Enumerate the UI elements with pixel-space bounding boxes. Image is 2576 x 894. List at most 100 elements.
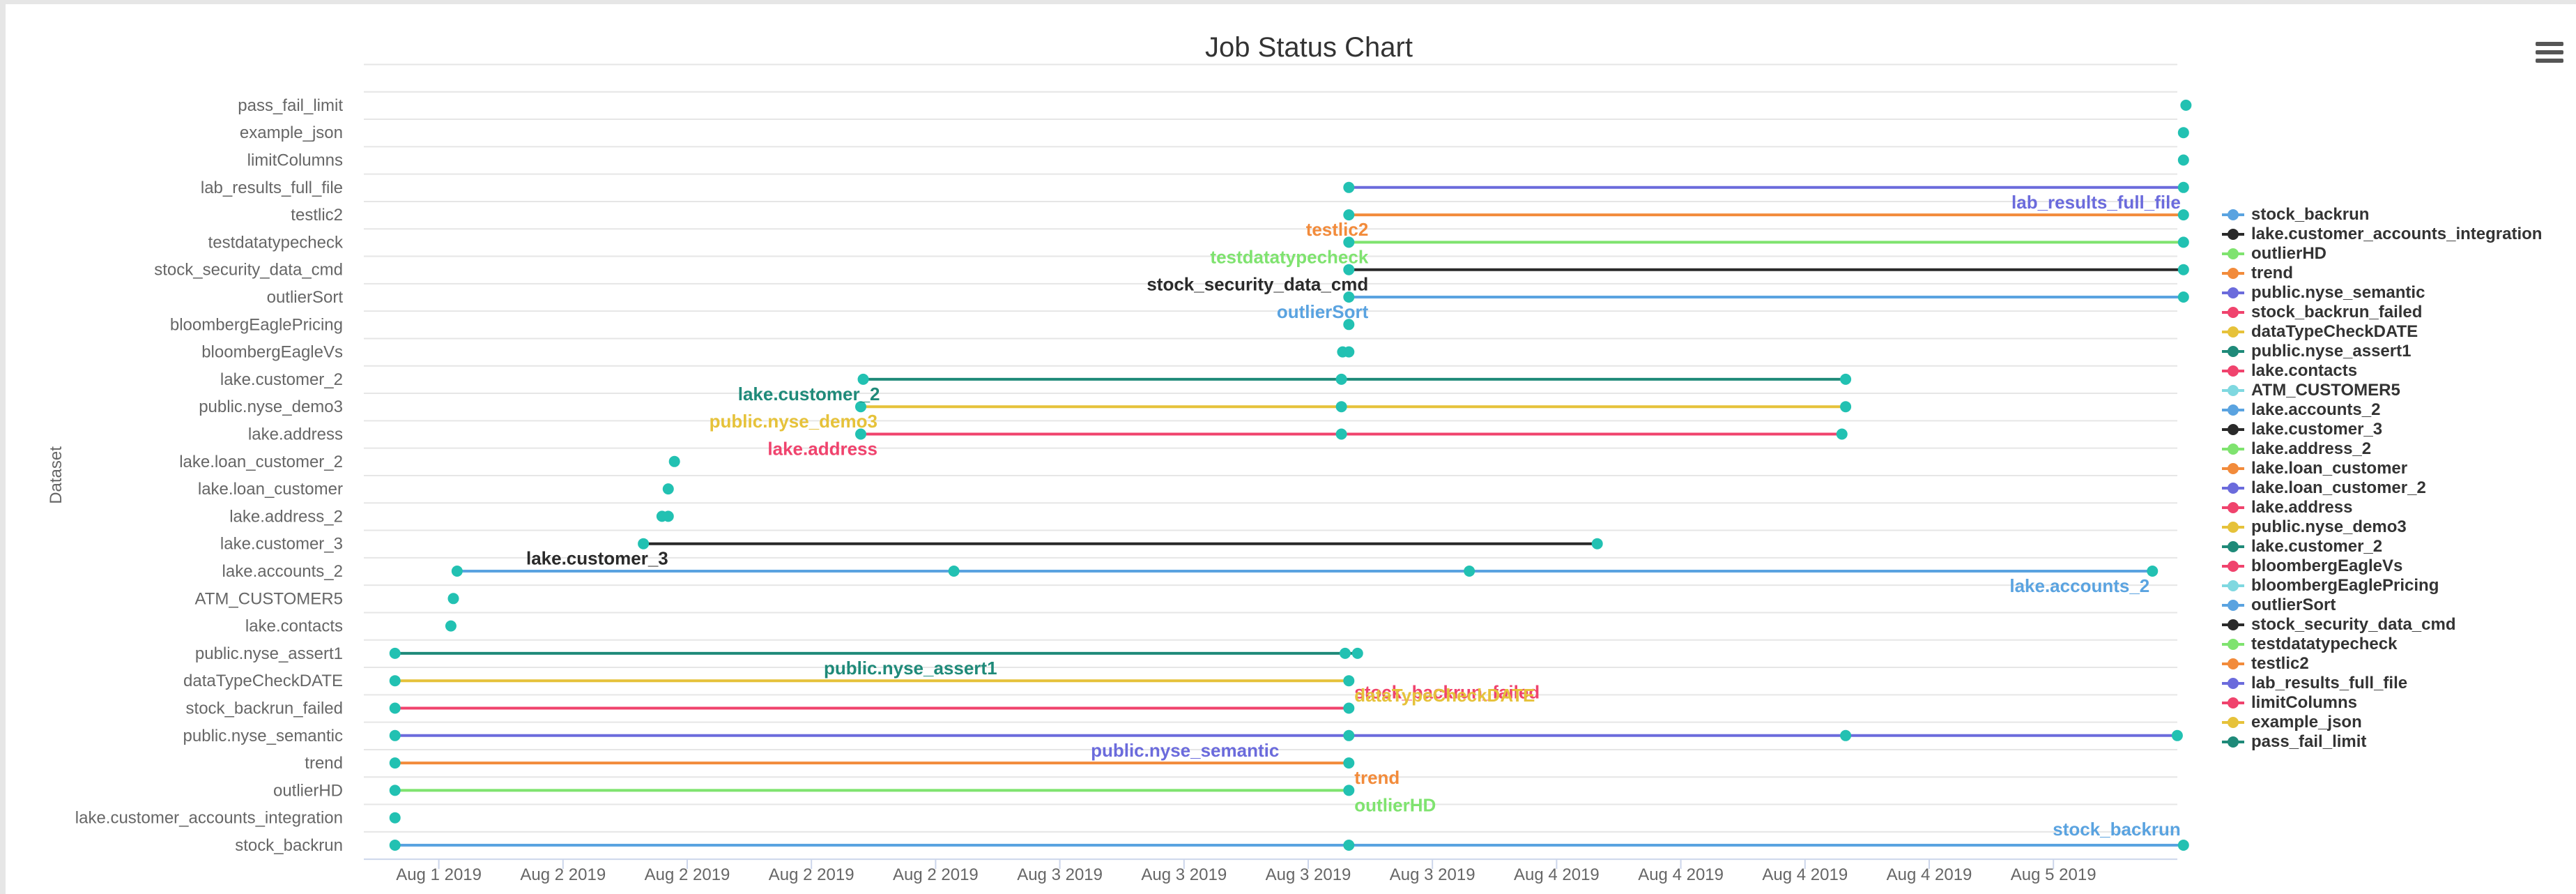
- data-point[interactable]: [662, 483, 674, 495]
- data-point[interactable]: [2180, 99, 2192, 111]
- data-point[interactable]: [1343, 236, 1355, 248]
- data-point[interactable]: [1343, 181, 1355, 193]
- hamburger-menu-icon[interactable]: [2536, 42, 2563, 70]
- legend-swatch-dot: [2228, 424, 2239, 435]
- data-point[interactable]: [668, 455, 680, 467]
- legend-item[interactable]: public.nyse_demo3: [2222, 517, 2542, 537]
- data-point[interactable]: [2177, 840, 2189, 851]
- legend-swatch: [2222, 404, 2244, 416]
- data-point[interactable]: [1840, 401, 1852, 413]
- legend-item[interactable]: limitColumns: [2222, 693, 2542, 713]
- data-point[interactable]: [1351, 647, 1363, 659]
- data-point[interactable]: [445, 620, 457, 632]
- data-point[interactable]: [2177, 127, 2189, 139]
- data-point[interactable]: [1840, 373, 1852, 385]
- data-point[interactable]: [389, 647, 401, 659]
- legend-label: lake.customer_2: [2251, 537, 2383, 556]
- legend-label: lake.address_2: [2251, 439, 2372, 458]
- data-point[interactable]: [389, 675, 401, 687]
- data-point[interactable]: [389, 729, 401, 741]
- legend-item[interactable]: pass_fail_limit: [2222, 732, 2542, 752]
- data-point[interactable]: [1343, 757, 1355, 769]
- data-point[interactable]: [2177, 236, 2189, 248]
- data-label: public.nyse_assert1: [824, 658, 997, 679]
- data-point[interactable]: [2177, 209, 2189, 221]
- data-point[interactable]: [389, 702, 401, 714]
- y-tick-label: bloombergEaglePricing: [170, 315, 343, 334]
- data-point[interactable]: [1343, 319, 1355, 331]
- legend-item[interactable]: outlierSort: [2222, 596, 2542, 615]
- data-point[interactable]: [1343, 840, 1355, 851]
- legend-item[interactable]: lake.customer_3: [2222, 420, 2542, 439]
- legend-item[interactable]: testdatatypecheck: [2222, 635, 2542, 654]
- legend-item[interactable]: public.nyse_assert1: [2222, 342, 2542, 361]
- data-point[interactable]: [1464, 566, 1475, 577]
- data-point[interactable]: [1840, 729, 1852, 741]
- data-point[interactable]: [2177, 154, 2189, 166]
- legend-item[interactable]: lake.accounts_2: [2222, 400, 2542, 420]
- data-point[interactable]: [854, 428, 866, 440]
- legend-swatch-dot: [2228, 463, 2239, 474]
- data-point[interactable]: [1343, 675, 1355, 687]
- legend-swatch-dot: [2228, 444, 2239, 455]
- data-point[interactable]: [2171, 729, 2183, 741]
- data-point[interactable]: [638, 538, 650, 550]
- data-point[interactable]: [1836, 428, 1848, 440]
- y-tick-label: testlic2: [291, 206, 343, 225]
- legend-item[interactable]: lake.address: [2222, 498, 2542, 517]
- data-point[interactable]: [1343, 785, 1355, 796]
- data-point[interactable]: [1339, 647, 1351, 659]
- legend-item[interactable]: outlierHD: [2222, 244, 2542, 264]
- legend-item[interactable]: stock_backrun: [2222, 205, 2542, 225]
- legend-item[interactable]: stock_security_data_cmd: [2222, 615, 2542, 635]
- data-point[interactable]: [1343, 291, 1355, 303]
- data-label: public.nyse_demo3: [710, 411, 877, 432]
- legend-label: trend: [2251, 264, 2293, 282]
- legend-swatch: [2222, 229, 2244, 240]
- legend-item[interactable]: lake.contacts: [2222, 361, 2542, 381]
- data-point[interactable]: [857, 373, 869, 385]
- legend-item[interactable]: bloombergEagleVs: [2222, 556, 2542, 576]
- data-point[interactable]: [1335, 373, 1347, 385]
- legend-item[interactable]: public.nyse_semantic: [2222, 283, 2542, 303]
- data-point[interactable]: [447, 593, 459, 605]
- y-tick-label: lake.accounts_2: [222, 562, 343, 581]
- data-point[interactable]: [1335, 428, 1347, 440]
- legend-swatch: [2222, 522, 2244, 533]
- legend-item[interactable]: lake.customer_accounts_integration: [2222, 225, 2542, 244]
- legend-item[interactable]: trend: [2222, 264, 2542, 283]
- legend-item[interactable]: testlic2: [2222, 654, 2542, 674]
- data-point[interactable]: [389, 812, 401, 824]
- data-point[interactable]: [2177, 264, 2189, 275]
- data-point[interactable]: [2147, 566, 2159, 577]
- legend-item[interactable]: lake.loan_customer_2: [2222, 478, 2542, 498]
- legend-swatch-dot: [2228, 658, 2239, 669]
- legend-item[interactable]: stock_backrun_failed: [2222, 303, 2542, 322]
- legend-item[interactable]: bloombergEaglePricing: [2222, 576, 2542, 596]
- legend-item[interactable]: lake.loan_customer: [2222, 459, 2542, 478]
- data-point[interactable]: [2177, 291, 2189, 303]
- data-point[interactable]: [389, 757, 401, 769]
- legend-item[interactable]: lab_results_full_file: [2222, 674, 2542, 693]
- data-point[interactable]: [1343, 702, 1355, 714]
- legend-item[interactable]: lake.address_2: [2222, 439, 2542, 459]
- data-point[interactable]: [1343, 346, 1355, 358]
- data-point[interactable]: [1335, 401, 1347, 413]
- legend-item[interactable]: lake.customer_2: [2222, 537, 2542, 556]
- data-point[interactable]: [1343, 729, 1355, 741]
- data-point[interactable]: [451, 566, 463, 577]
- data-point[interactable]: [1343, 264, 1355, 275]
- data-point[interactable]: [662, 510, 674, 522]
- data-point[interactable]: [389, 840, 401, 851]
- data-point[interactable]: [389, 785, 401, 796]
- legend-item[interactable]: ATM_CUSTOMER5: [2222, 381, 2542, 400]
- data-point[interactable]: [854, 401, 866, 413]
- data-point[interactable]: [1591, 538, 1603, 550]
- data-point[interactable]: [2177, 181, 2189, 193]
- legend-item[interactable]: dataTypeCheckDATE: [2222, 322, 2542, 342]
- y-tick-label: pass_fail_limit: [238, 96, 343, 115]
- legend-item[interactable]: example_json: [2222, 713, 2542, 732]
- data-point[interactable]: [1343, 209, 1355, 221]
- y-axis-title: Dataset: [47, 446, 66, 504]
- data-point[interactable]: [948, 566, 960, 577]
